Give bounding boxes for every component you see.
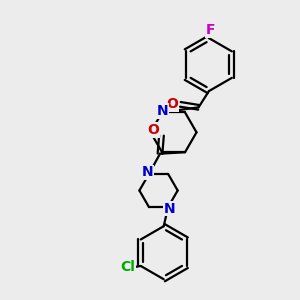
Text: F: F (206, 23, 215, 37)
Text: N: N (142, 166, 153, 179)
Text: Cl: Cl (120, 260, 135, 274)
Text: N: N (164, 202, 176, 215)
Text: O: O (166, 98, 178, 111)
Text: O: O (147, 123, 159, 137)
Text: N: N (156, 104, 168, 118)
